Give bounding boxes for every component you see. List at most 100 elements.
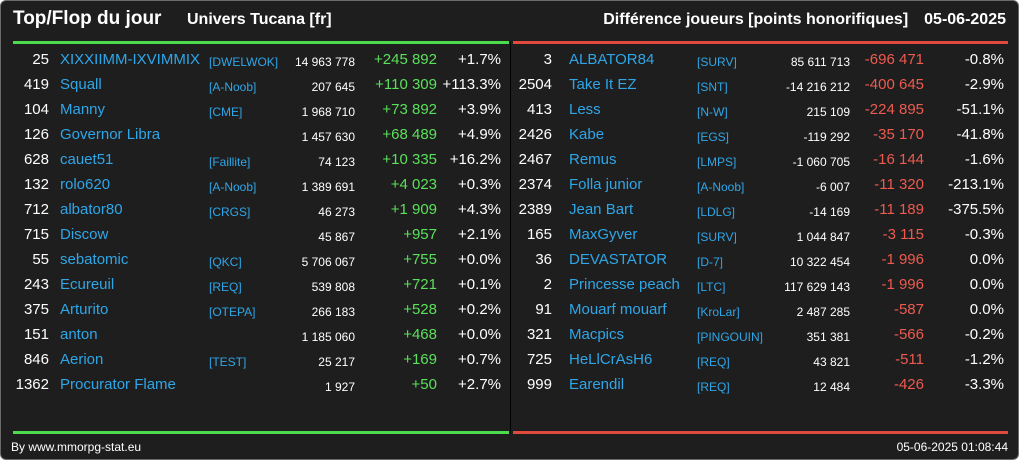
player-row: 628 cauet51 [Faillite] 74 123 +10 335 +16.2% — [1, 148, 510, 173]
percent-change: +3.9% — [458, 101, 501, 118]
player-name-link[interactable]: cauet51 — [60, 151, 114, 168]
points-difference: +110 309 — [375, 76, 437, 93]
alliance-tag-link[interactable]: [LTC] — [697, 280, 726, 294]
alliance-tag-link[interactable]: [A-Noob] — [209, 180, 257, 194]
player-rank: 91 — [535, 301, 552, 318]
alliance-tag-link[interactable]: [CME] — [209, 105, 243, 119]
player-name-link[interactable]: Manny — [60, 101, 106, 118]
player-name-link[interactable]: Ecureuil — [60, 276, 115, 293]
player-rank: 419 — [23, 76, 49, 93]
player-name-link[interactable]: albator80 — [60, 201, 123, 218]
points-difference: +1 909 — [390, 201, 437, 218]
alliance-tag-link[interactable]: [LMPS] — [697, 155, 737, 169]
player-name-link[interactable]: Discow — [60, 226, 109, 243]
player-name-link[interactable]: Macpics — [569, 326, 625, 343]
alliance-tag-link[interactable]: [TEST] — [209, 355, 247, 369]
player-name-link[interactable]: Governor Libra — [60, 126, 161, 143]
alliance-tag-link[interactable]: [Faillite] — [209, 155, 251, 169]
player-name-link[interactable]: sebatomic — [60, 251, 129, 268]
player-row: 2389 Jean Bart [LDLG] -14 169 -11 189 -375.5% — [511, 198, 1018, 223]
player-name-link[interactable]: Squall — [60, 76, 102, 93]
alliance-tag-link[interactable]: [SURV] — [697, 55, 737, 69]
alliance-tag-link[interactable]: [REQ] — [697, 380, 730, 394]
player-name-link[interactable]: Folla junior — [569, 176, 643, 193]
percent-change: -3.3% — [964, 376, 1004, 393]
points-difference: -11 189 — [874, 201, 924, 218]
player-name-link[interactable]: DEVASTATOR — [569, 251, 668, 268]
player-rank: 321 — [526, 326, 552, 343]
player-name-link[interactable]: Take It EZ — [569, 76, 637, 93]
alliance-tag-link[interactable]: [QKC] — [209, 255, 242, 269]
alliance-tag-link[interactable]: [PINGOUIN] — [697, 330, 764, 344]
percent-change: -41.8% — [956, 126, 1004, 143]
percent-change: -375.5% — [948, 201, 1004, 218]
player-total-points: 266 183 — [311, 305, 355, 319]
percent-change: +1.7% — [458, 51, 501, 68]
alliance-tag-link[interactable]: [EGS] — [697, 130, 730, 144]
alliance-tag-link[interactable]: [CRGS] — [209, 205, 251, 219]
percent-change: 0.0% — [969, 301, 1004, 318]
player-name-link[interactable]: Remus — [569, 151, 617, 168]
percent-change: -213.1% — [948, 176, 1004, 193]
alliance-tag-link[interactable]: [OTEPA] — [209, 305, 256, 319]
player-row: 165 MaxGyver [SURV] 1 044 847 -3 115 -0.3% — [511, 223, 1018, 248]
player-row: 712 albator80 [CRGS] 46 273 +1 909 +4.3% — [1, 198, 510, 223]
alliance-tag-link[interactable]: [A-Noob] — [697, 180, 745, 194]
player-rank: 715 — [23, 226, 49, 243]
player-rank: 2374 — [518, 176, 552, 193]
player-total-points: 1 185 060 — [301, 330, 355, 344]
player-name-link[interactable]: Earendil — [569, 376, 625, 393]
alliance-tag-link[interactable]: [LDLG] — [697, 205, 736, 219]
player-row: 413 Less [N-W] 215 109 -224 895 -51.1% — [511, 98, 1018, 123]
player-name-link[interactable]: Mouarf mouarf — [569, 301, 667, 318]
points-difference: -3 115 — [882, 226, 924, 243]
player-name-link[interactable]: rolo620 — [60, 176, 111, 193]
alliance-tag-link[interactable]: [SNT] — [697, 80, 728, 94]
points-difference: -35 170 — [873, 126, 924, 143]
player-name-link[interactable]: Aerion — [60, 351, 104, 368]
top-gainers-panel: 25 XIXXIIMM-IXVIMMIX [DWELWOK] 14 963 778 +2… — [1, 48, 510, 398]
player-name-link[interactable]: ALBATOR84 — [569, 51, 655, 68]
alliance-tag-link[interactable]: [N-W] — [697, 105, 728, 119]
server-name: Univers Tucana [fr] — [187, 11, 332, 28]
player-name-link[interactable]: HeLlCrAsH6 — [569, 351, 653, 368]
player-rank: 104 — [23, 101, 49, 118]
player-row: 2426 Kabe [EGS] -119 292 -35 170 -41.8% — [511, 123, 1018, 148]
player-name-link[interactable]: Arturito — [60, 301, 109, 318]
player-total-points: 1 968 710 — [301, 105, 355, 119]
player-name-link[interactable]: Procurator Flame — [60, 376, 176, 393]
player-row: 126 Governor Libra 1 457 630 +68 489 +4.9% — [1, 123, 510, 148]
percent-change: -0.2% — [964, 326, 1004, 343]
percent-change: +16.2% — [449, 151, 501, 168]
player-rank: 628 — [23, 151, 49, 168]
player-name-link[interactable]: MaxGyver — [569, 226, 638, 243]
alliance-tag-link[interactable]: [REQ] — [209, 280, 242, 294]
percent-change: +4.9% — [458, 126, 501, 143]
percent-change: +0.1% — [458, 276, 501, 293]
column-divider — [510, 41, 511, 434]
player-name-link[interactable]: Princesse peach — [569, 276, 680, 293]
points-difference: -400 645 — [864, 76, 924, 93]
percent-change: +0.0% — [458, 251, 501, 268]
points-difference: -426 — [893, 376, 924, 393]
flop-accent-bar-bottom — [513, 431, 1008, 434]
player-name-link[interactable]: XIXXIIMM-IXVIMMIX — [60, 51, 201, 68]
alliance-tag-link[interactable]: [SURV] — [697, 230, 737, 244]
points-difference: +68 489 — [382, 126, 437, 143]
page-title: Top/Flop du jour — [13, 8, 162, 29]
alliance-tag-link[interactable]: [KroLar] — [697, 305, 740, 319]
alliance-tag-link[interactable]: [REQ] — [697, 355, 730, 369]
player-name-link[interactable]: Less — [569, 101, 601, 118]
alliance-tag-link[interactable]: [D-7] — [697, 255, 724, 269]
player-name-link[interactable]: anton — [60, 326, 98, 343]
percent-change: 0.0% — [969, 276, 1004, 293]
alliance-tag-link[interactable]: [DWELWOK] — [209, 55, 279, 69]
player-total-points: 117 629 143 — [784, 280, 850, 294]
player-name-link[interactable]: Kabe — [569, 126, 605, 143]
player-row: 25 XIXXIIMM-IXVIMMIX [DWELWOK] 14 963 778 +2… — [1, 48, 510, 73]
alliance-tag-link[interactable]: [A-Noob] — [209, 80, 257, 94]
player-total-points: 1 389 691 — [301, 180, 355, 194]
header-date: 05-06-2025 — [924, 11, 1006, 28]
player-name-link[interactable]: Jean Bart — [569, 201, 634, 218]
